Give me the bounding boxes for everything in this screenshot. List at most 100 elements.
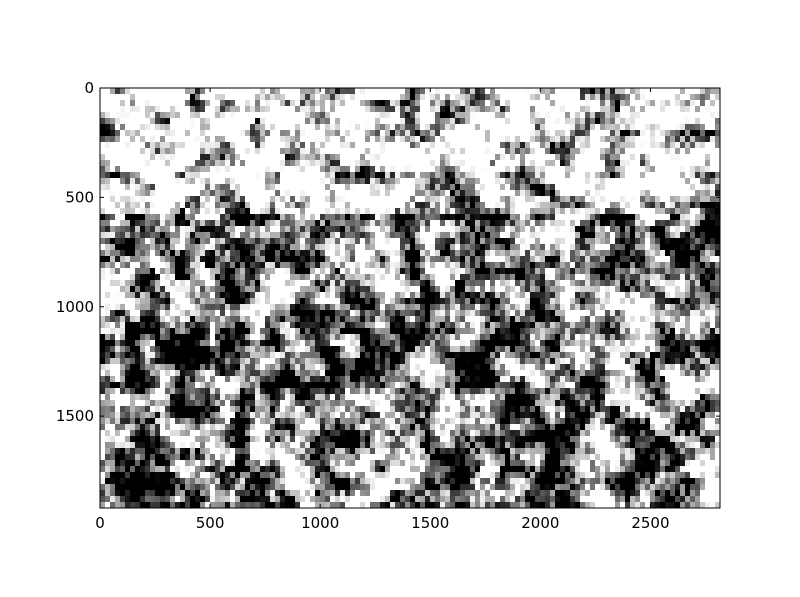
image-pixel	[715, 94, 720, 101]
image-pixel	[625, 238, 631, 245]
image-pixel	[450, 280, 456, 287]
image-pixel	[550, 274, 556, 281]
image-pixel	[335, 280, 341, 287]
image-pixel	[300, 88, 306, 95]
image-pixel	[390, 292, 396, 299]
image-pixel	[590, 232, 596, 239]
image-pixel	[485, 310, 491, 317]
image-pixel	[425, 238, 431, 245]
image-pixel	[615, 280, 621, 287]
image-pixel	[430, 256, 436, 263]
image-pixel	[620, 106, 626, 113]
image-pixel	[450, 298, 456, 305]
image-pixel	[415, 316, 421, 323]
image-pixel	[600, 202, 606, 209]
image-pixel	[500, 292, 506, 299]
image-pixel	[410, 118, 416, 125]
image-pixel	[575, 256, 581, 263]
image-pixel	[145, 124, 151, 131]
image-pixel	[630, 94, 636, 101]
image-pixel	[110, 94, 116, 101]
image-pixel	[265, 154, 271, 161]
image-pixel	[145, 142, 151, 149]
image-pixel	[650, 148, 656, 155]
image-pixel	[140, 220, 146, 227]
image-pixel	[160, 178, 166, 185]
image-pixel	[535, 316, 541, 323]
image-pixel	[380, 88, 386, 95]
image-pixel	[220, 208, 226, 215]
image-pixel	[385, 106, 391, 113]
image-pixel	[235, 238, 241, 245]
image-pixel	[630, 304, 636, 311]
image-pixel	[415, 238, 421, 245]
image-pixel	[430, 238, 436, 245]
image-pixel	[635, 166, 641, 173]
image-pixel	[110, 262, 116, 269]
image-pixel	[265, 328, 271, 335]
image-pixel	[125, 322, 131, 329]
image-pixel	[625, 106, 631, 113]
image-pixel	[210, 286, 216, 293]
image-pixel	[170, 130, 176, 137]
image-pixel	[675, 238, 681, 245]
image-pixel	[615, 304, 621, 311]
image-pixel	[135, 130, 141, 137]
image-pixel	[555, 250, 561, 257]
image-pixel	[130, 148, 136, 155]
image-pixel	[430, 106, 436, 113]
image-pixel	[245, 298, 251, 305]
image-pixel	[265, 286, 271, 293]
image-pixel	[105, 226, 111, 233]
image-pixel	[175, 154, 181, 161]
image-pixel	[530, 322, 536, 329]
image-pixel	[440, 106, 446, 113]
image-pixel	[235, 262, 241, 269]
image-pixel	[600, 190, 606, 197]
image-pixel	[545, 232, 551, 239]
image-pixel	[190, 298, 196, 305]
image-pixel	[260, 328, 266, 335]
image-pixel	[530, 292, 536, 299]
image-pixel	[170, 256, 176, 263]
image-pixel	[375, 322, 381, 329]
image-pixel	[360, 274, 366, 281]
image-pixel	[375, 142, 381, 149]
image-pixel	[420, 232, 426, 239]
image-pixel	[655, 238, 661, 245]
image-pixel	[580, 310, 586, 317]
image-pixel	[450, 166, 456, 173]
image-pixel	[355, 154, 361, 161]
image-pixel	[570, 208, 576, 215]
image-pixel	[670, 112, 676, 119]
image-pixel	[375, 280, 381, 287]
image-pixel	[435, 172, 441, 179]
image-pixel	[240, 100, 246, 107]
image-pixel	[310, 184, 316, 191]
image-pixel	[155, 280, 161, 287]
image-pixel	[200, 238, 206, 245]
image-pixel	[100, 130, 106, 137]
image-pixel	[275, 118, 281, 125]
image-pixel	[630, 154, 636, 161]
image-pixel	[605, 232, 611, 239]
image-pixel	[275, 208, 281, 215]
image-pixel	[285, 322, 291, 329]
image-pixel	[625, 160, 631, 167]
image-pixel	[385, 118, 391, 125]
image-pixel	[625, 124, 631, 131]
image-pixel	[365, 310, 371, 317]
image-pixel	[245, 94, 251, 101]
image-pixel	[420, 250, 426, 257]
image-pixel	[280, 118, 286, 125]
image-pixel	[180, 184, 186, 191]
image-pixel	[125, 292, 131, 299]
image-pixel	[510, 304, 516, 311]
image-pixel	[625, 166, 631, 173]
image-pixel	[515, 316, 521, 323]
image-pixel	[395, 268, 401, 275]
image-pixel	[360, 136, 366, 143]
image-pixel	[365, 208, 371, 215]
image-pixel	[555, 280, 561, 287]
image-pixel	[365, 172, 371, 179]
